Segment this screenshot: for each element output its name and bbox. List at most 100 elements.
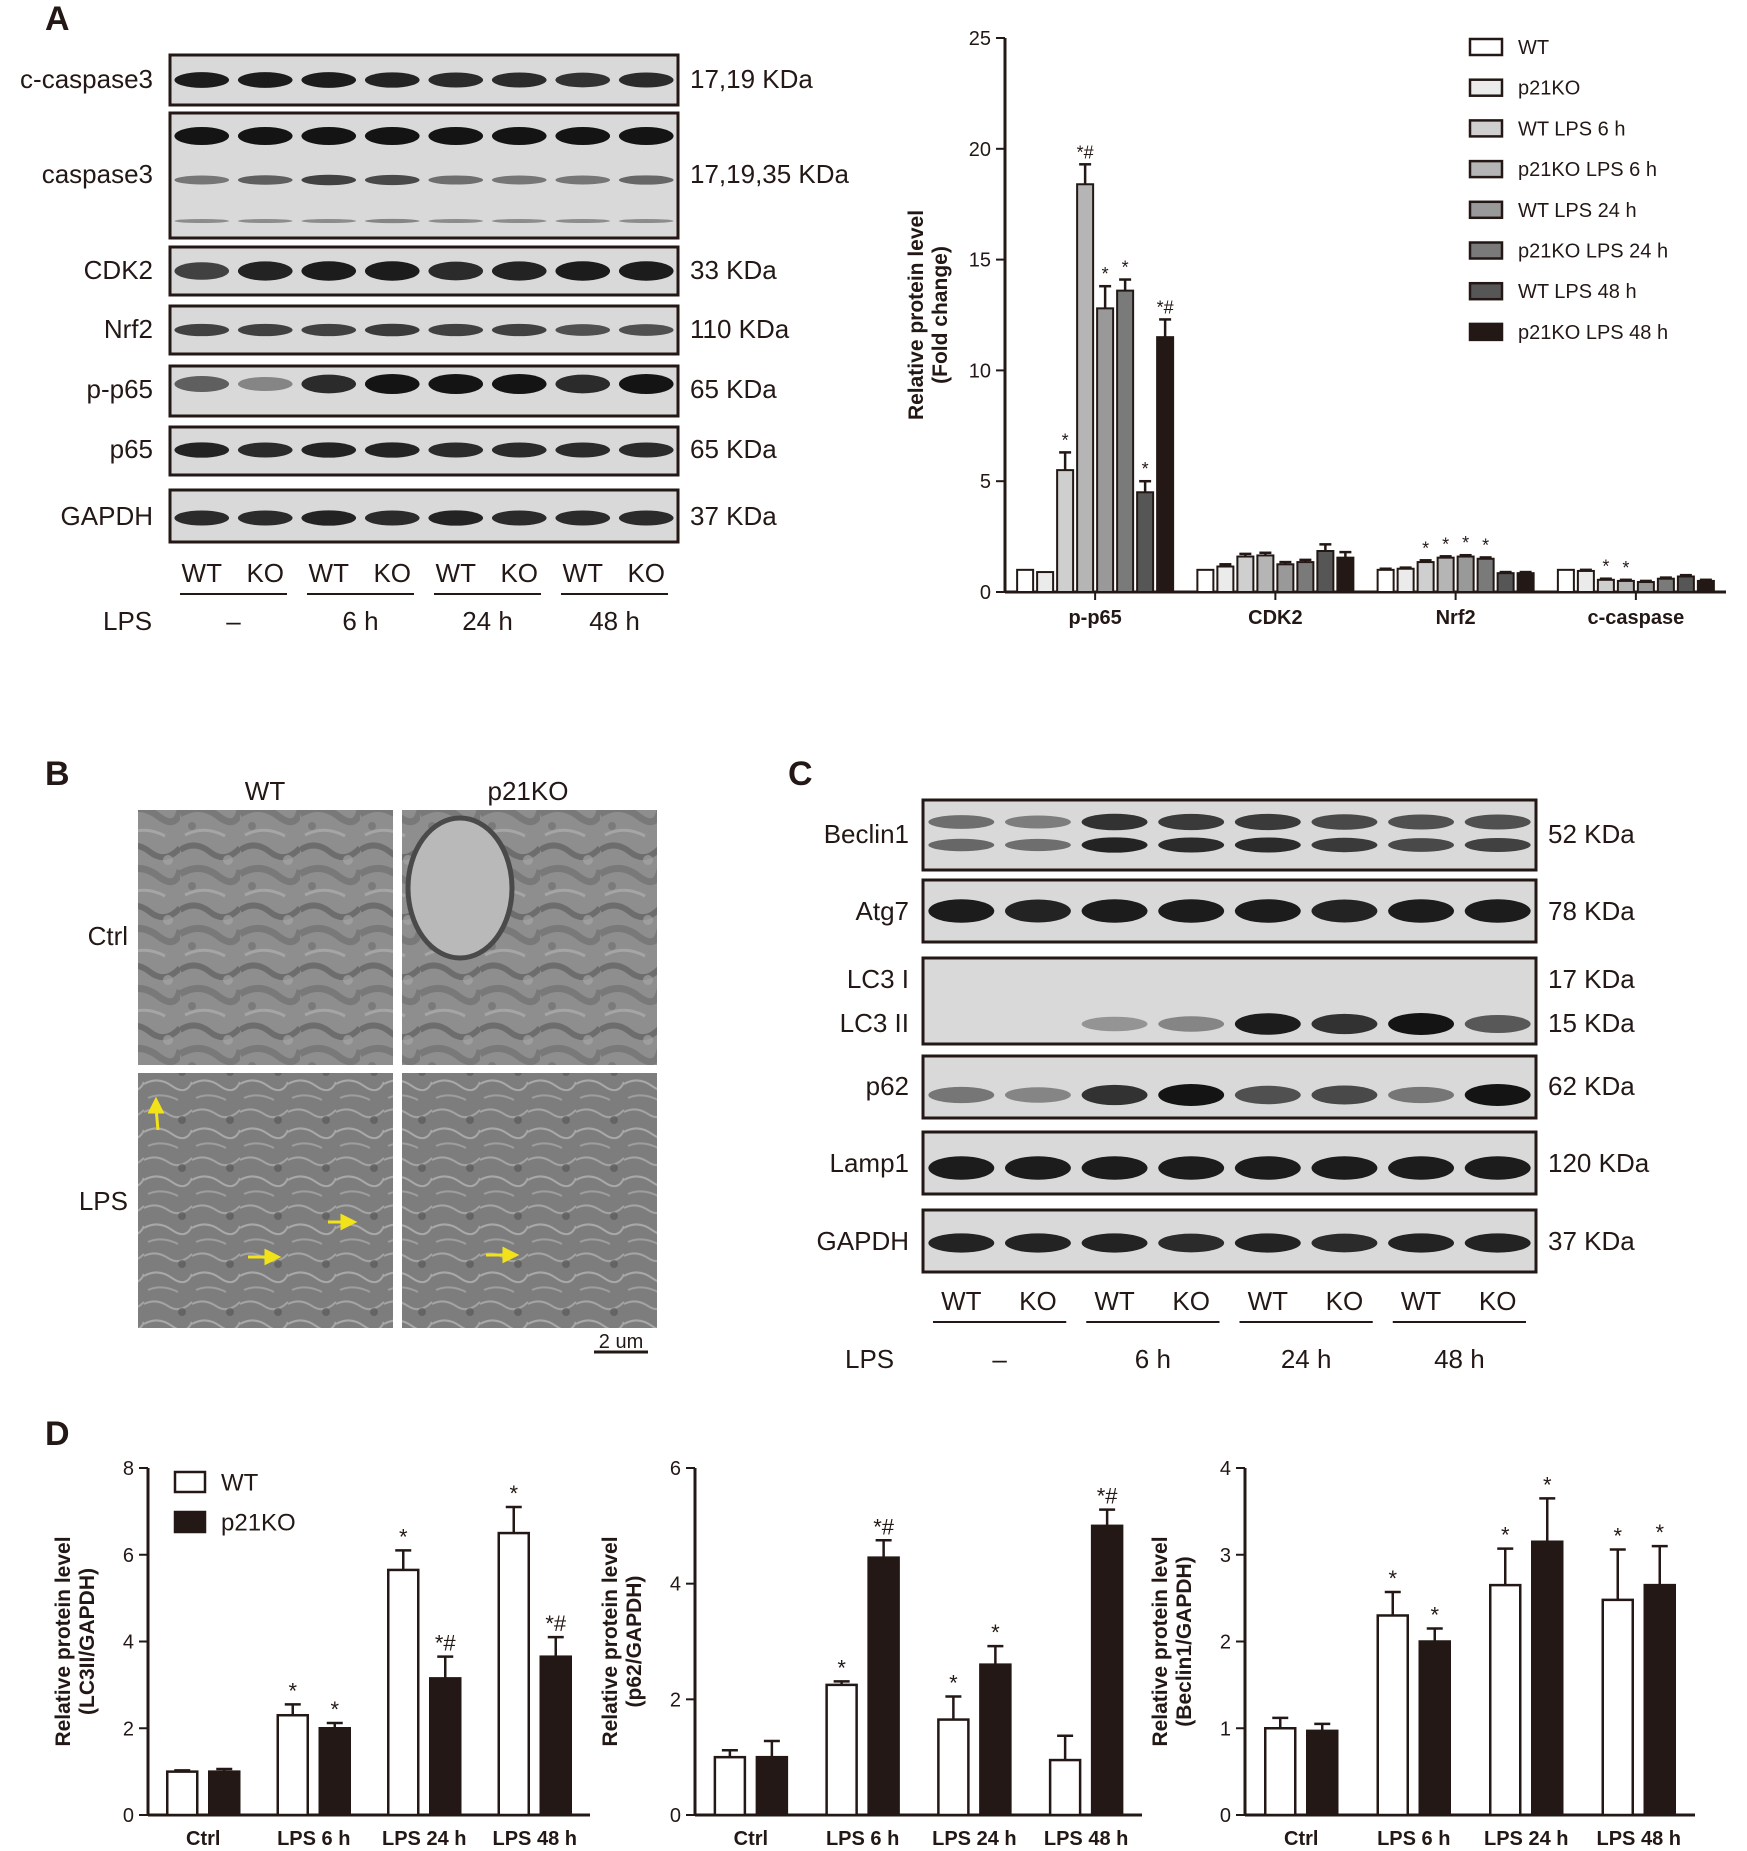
protein-band xyxy=(364,374,420,394)
lane-label: KO xyxy=(1326,1286,1364,1316)
protein-band xyxy=(174,218,230,224)
significance-mark: * xyxy=(1102,264,1109,284)
protein-band xyxy=(1234,1233,1301,1253)
significance-mark: * xyxy=(1388,1566,1397,1591)
protein-band xyxy=(1464,1084,1531,1106)
y-tick-label: 2 xyxy=(670,1689,681,1711)
significance-mark: *# xyxy=(873,1514,895,1539)
legend-label: WT LPS 48 h xyxy=(1518,281,1637,303)
protein-band xyxy=(174,510,230,526)
lane-label: KO xyxy=(627,558,665,588)
protein-band xyxy=(174,175,230,185)
bar xyxy=(1516,572,1535,594)
bar xyxy=(497,1531,530,1817)
significance-mark: * xyxy=(330,1697,339,1722)
significance-mark: * xyxy=(1422,538,1429,558)
y-tick-label: 4 xyxy=(670,1574,681,1596)
significance-mark: * xyxy=(1655,1520,1664,1545)
panel-letter-a: A xyxy=(45,0,70,38)
lane-label: KO xyxy=(1172,1286,1210,1316)
y-tick-label: 25 xyxy=(969,28,991,50)
bar xyxy=(1296,561,1315,593)
lane-label: WT xyxy=(563,558,604,588)
condition-label: 6 h xyxy=(1135,1344,1171,1374)
em-column-wt: WT xyxy=(245,776,286,806)
bar xyxy=(1376,568,1395,594)
protein-band xyxy=(364,323,420,337)
protein-band xyxy=(1081,1016,1148,1032)
protein-band xyxy=(364,72,420,88)
protein-band xyxy=(928,838,995,852)
molecular-weight-label: 17,19 KDa xyxy=(690,64,813,94)
lane-label: KO xyxy=(500,558,538,588)
protein-band xyxy=(174,376,230,392)
y-tick-label: 15 xyxy=(969,250,991,272)
blot-row-label: Beclin1 xyxy=(824,819,909,849)
bar xyxy=(1489,1583,1522,1817)
significance-mark: * xyxy=(949,1670,958,1695)
lps-label: LPS xyxy=(103,606,152,636)
protein-band xyxy=(428,72,484,88)
protein-band xyxy=(1158,1016,1225,1032)
protein-band xyxy=(1158,1233,1225,1253)
protein-band xyxy=(928,1156,995,1180)
protein-band xyxy=(1388,1156,1455,1180)
bar xyxy=(1256,554,1275,593)
y-tick-label: 20 xyxy=(969,139,991,161)
protein-band xyxy=(1158,899,1225,923)
bar xyxy=(1216,565,1235,593)
bar xyxy=(1276,563,1295,593)
condition-label: 6 h xyxy=(342,606,378,636)
protein-band xyxy=(618,261,674,281)
x-category-label: Ctrl xyxy=(734,1828,768,1850)
protein-band xyxy=(174,72,230,88)
protein-band xyxy=(237,510,293,526)
protein-band xyxy=(618,175,674,185)
protein-band xyxy=(301,174,357,186)
y-axis-label: Relative protein level(Fold change) xyxy=(905,210,952,420)
protein-band xyxy=(555,72,611,88)
significance-mark: * xyxy=(1430,1602,1439,1627)
bar xyxy=(1496,572,1515,594)
bar xyxy=(1076,183,1095,593)
x-category-label: LPS 6 h xyxy=(277,1828,350,1850)
protein-band xyxy=(1004,1233,1071,1253)
lane-label: WT xyxy=(1094,1286,1135,1316)
protein-band xyxy=(1004,1156,1071,1180)
x-category-label: Ctrl xyxy=(1284,1828,1318,1850)
significance-mark: * xyxy=(288,1678,297,1703)
bar xyxy=(1236,555,1255,594)
legend-swatch xyxy=(1468,200,1504,220)
protein-band xyxy=(237,323,293,337)
lane-label: KO xyxy=(1479,1286,1517,1316)
legend-label: WT LPS 6 h xyxy=(1518,118,1625,140)
protein-band xyxy=(928,1233,995,1253)
blot-row-label: Atg7 xyxy=(856,896,910,926)
protein-band xyxy=(428,323,484,337)
panel-d-beclin1-chart: 0 1 2 3 4 Relative protein level(Beclin1/GAPD… xyxy=(1149,1458,1695,1850)
bar xyxy=(1116,289,1135,593)
em-column-p21ko: p21KO xyxy=(488,776,569,806)
bar xyxy=(1596,578,1615,594)
y-tick-label: 10 xyxy=(969,360,991,382)
significance-mark: * xyxy=(1122,258,1129,278)
protein-band xyxy=(1311,1085,1378,1105)
protein-band xyxy=(618,324,674,336)
significance-mark: *# xyxy=(1077,142,1094,162)
protein-band xyxy=(428,261,484,281)
protein-band xyxy=(1004,838,1071,852)
protein-band xyxy=(1004,899,1071,923)
protein-band xyxy=(555,324,611,336)
legend-swatch xyxy=(1468,322,1504,342)
significance-mark: * xyxy=(1622,558,1629,578)
molecular-weight-label: 65 KDa xyxy=(690,374,777,404)
legend-label: p21KO LPS 48 h xyxy=(1518,322,1668,344)
panel-letter-c: C xyxy=(788,755,813,793)
bar xyxy=(1090,1524,1124,1817)
protein-band xyxy=(491,261,547,281)
protein-band xyxy=(301,72,357,88)
bar xyxy=(1264,1727,1297,1817)
y-tick-label: 8 xyxy=(123,1458,134,1480)
em-row-lps: LPS xyxy=(79,1186,128,1216)
bar xyxy=(1601,1598,1634,1817)
